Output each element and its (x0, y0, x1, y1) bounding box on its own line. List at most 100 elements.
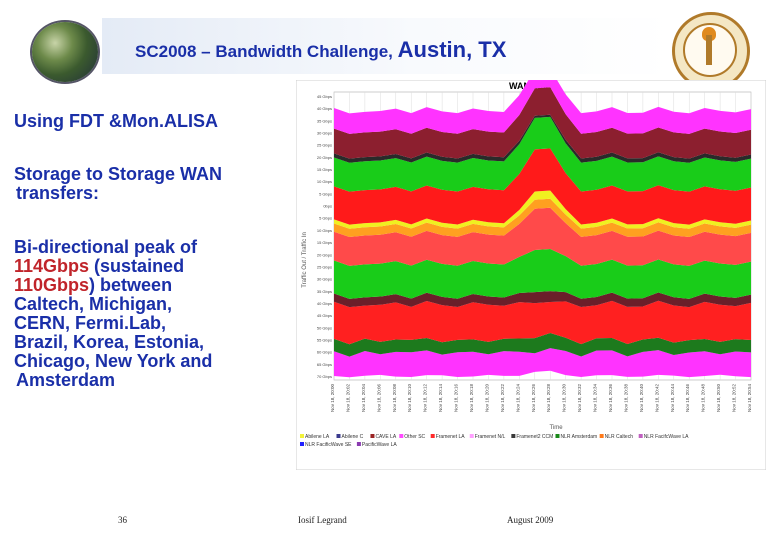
x-tick-label: Nov 18, 20:42 (654, 384, 659, 413)
x-tick-label: Nov 18, 20:44 (670, 384, 675, 413)
wan-links-chart: WAN links Traffic Out / Traffic In Time … (295, 68, 767, 471)
legend-label: NLR FacifcWave LA (644, 434, 689, 440)
y-tick-label: 15 Gbps (317, 240, 332, 245)
y-tick-label: 65 Gbps (317, 362, 332, 367)
page-title: SC2008 – Bandwidth Challenge, Austin, TX (135, 37, 507, 62)
stack-series-0 (334, 348, 751, 378)
y-tick-label: 15 Gbps (317, 167, 332, 172)
x-tick-label: Nov 18, 20:46 (685, 384, 690, 413)
x-tick-label: Nov 18, 20:14 (438, 384, 443, 413)
legend-label: Framenet LA (436, 434, 466, 440)
y-tick-label: 70 Gbps (317, 374, 332, 379)
legend-swatch (300, 434, 304, 438)
x-tick-label: Nov 18, 20:08 (392, 384, 397, 413)
chart-svg: WAN links Traffic Out / Traffic In Time … (295, 68, 767, 471)
y-tick-label: 10 Gbps (317, 179, 332, 184)
legend-label: Abilene C (342, 434, 364, 440)
y-tick-label: 25 Gbps (317, 143, 332, 148)
stack-series-12 (334, 68, 751, 134)
legend-swatch (599, 434, 604, 438)
x-tick-label: Nov 18, 20:18 (469, 384, 474, 413)
chart-ylabel: Traffic Out / Traffic In (302, 232, 308, 288)
legend-label: NLR FacificWave SE (305, 442, 352, 448)
chart-xlabel: Time (549, 425, 563, 431)
y-tick-label: 30 Gbps (317, 277, 332, 282)
y-tick-label: 45 Gbps (317, 313, 332, 318)
y-tick-label: 20 Gbps (317, 252, 332, 257)
y-tick-label: 55 Gbps (317, 337, 332, 342)
legend-label: Framenet N/L (475, 434, 506, 440)
x-tick-label: Nov 18, 20:38 (623, 384, 628, 413)
y-tick-label: 5 Gbps (319, 216, 332, 221)
stack-series-7 (334, 190, 751, 229)
legend-swatch (469, 434, 474, 438)
bullet-peak: Bi-directional peak of 114Gbps (sustaine… (14, 237, 213, 390)
bullet-tools: Using FDT &Mon.ALISA (14, 111, 218, 131)
x-tick-label: Nov 18, 20:34 (593, 384, 598, 413)
x-tick-label: Nov 18, 20:24 (515, 384, 520, 413)
x-tick-label: Nov 18, 20:54 (747, 384, 752, 413)
legend-label: Framenet2 CCM (516, 434, 553, 440)
y-tick-label: 10 Gbps (317, 228, 332, 233)
y-tick-label: 0bps (323, 204, 332, 209)
y-tick-label: 50 Gbps (317, 325, 332, 330)
footer-author: Iosif Legrand (298, 515, 347, 525)
x-tick-label: Nov 18, 20:52 (732, 384, 737, 413)
y-tick-label: 25 Gbps (317, 264, 332, 269)
legend-swatch (336, 434, 341, 438)
stack-series-1 (334, 333, 751, 357)
slide-number: 36 (118, 515, 127, 525)
x-tick-label: Nov 18, 20:20 (484, 384, 489, 413)
stack-series-11 (334, 87, 751, 159)
x-tick-label: Nov 18, 20:36 (608, 384, 613, 413)
x-tick-label: Nov 18, 20:22 (500, 384, 505, 413)
x-tick-label: Nov 18, 20:26 (531, 384, 536, 413)
stack-series-6 (334, 198, 751, 238)
stack-series-3 (334, 291, 751, 308)
legend-label: NLR Caltech (605, 434, 634, 440)
legend-swatch (399, 434, 404, 438)
y-tick-label: 5 Gbps (319, 191, 332, 196)
x-tick-label: Nov 18, 20:40 (639, 384, 644, 413)
y-tick-label: 40 Gbps (317, 301, 332, 306)
x-tick-label: Nov 18, 20:04 (361, 384, 366, 413)
y-tick-label: 35 Gbps (317, 289, 332, 294)
legend-swatch (356, 442, 361, 446)
y-tick-label: 35 Gbps (317, 118, 332, 123)
legend-label: Abilene LA (305, 434, 330, 440)
legend-swatch (370, 434, 375, 438)
x-tick-label: Nov 18, 20:48 (701, 384, 706, 413)
legend-swatch (430, 434, 435, 438)
x-tick-label: Nov 18, 20:06 (376, 384, 381, 413)
legend-label: NLR Amsterdam (561, 434, 598, 440)
legend-label: PacificWave LA (362, 442, 397, 448)
x-tick-label: Nov 18, 20:02 (345, 384, 350, 413)
title-band (102, 18, 672, 74)
bullet-storage: Storage to Storage WAN transfers: (14, 164, 223, 203)
y-tick-label: 30 Gbps (317, 131, 332, 136)
stack-series-4 (334, 249, 751, 299)
x-tick-label: Nov 18, 20:50 (716, 384, 721, 413)
legend-label: Other SC (404, 434, 425, 440)
x-tick-label: Nov 18, 20:32 (577, 384, 582, 413)
legend-swatch (511, 434, 516, 438)
caltech-seal-icon (672, 12, 750, 90)
x-tick-label: Nov 18, 20:12 (423, 384, 428, 413)
stack-series-5 (334, 207, 751, 266)
x-tick-label: Nov 18, 20:00 (330, 384, 335, 413)
legend-label: CAVE LA (375, 434, 396, 440)
legend-swatch (555, 434, 560, 438)
globe-logo-icon (32, 22, 98, 82)
x-tick-label: Nov 18, 20:16 (454, 384, 459, 413)
legend-swatch (638, 434, 643, 438)
legend-swatch (300, 442, 304, 446)
y-tick-label: 20 Gbps (317, 155, 332, 160)
stack-series-9 (334, 116, 751, 192)
y-tick-label: 60 Gbps (317, 350, 332, 355)
x-tick-label: Nov 18, 20:30 (562, 384, 567, 413)
stack-series-8 (334, 148, 751, 225)
x-tick-label: Nov 18, 20:28 (546, 384, 551, 413)
stack-series-10 (334, 114, 751, 163)
footer-date: August 2009 (507, 515, 554, 525)
x-tick-label: Nov 18, 20:10 (407, 384, 412, 413)
